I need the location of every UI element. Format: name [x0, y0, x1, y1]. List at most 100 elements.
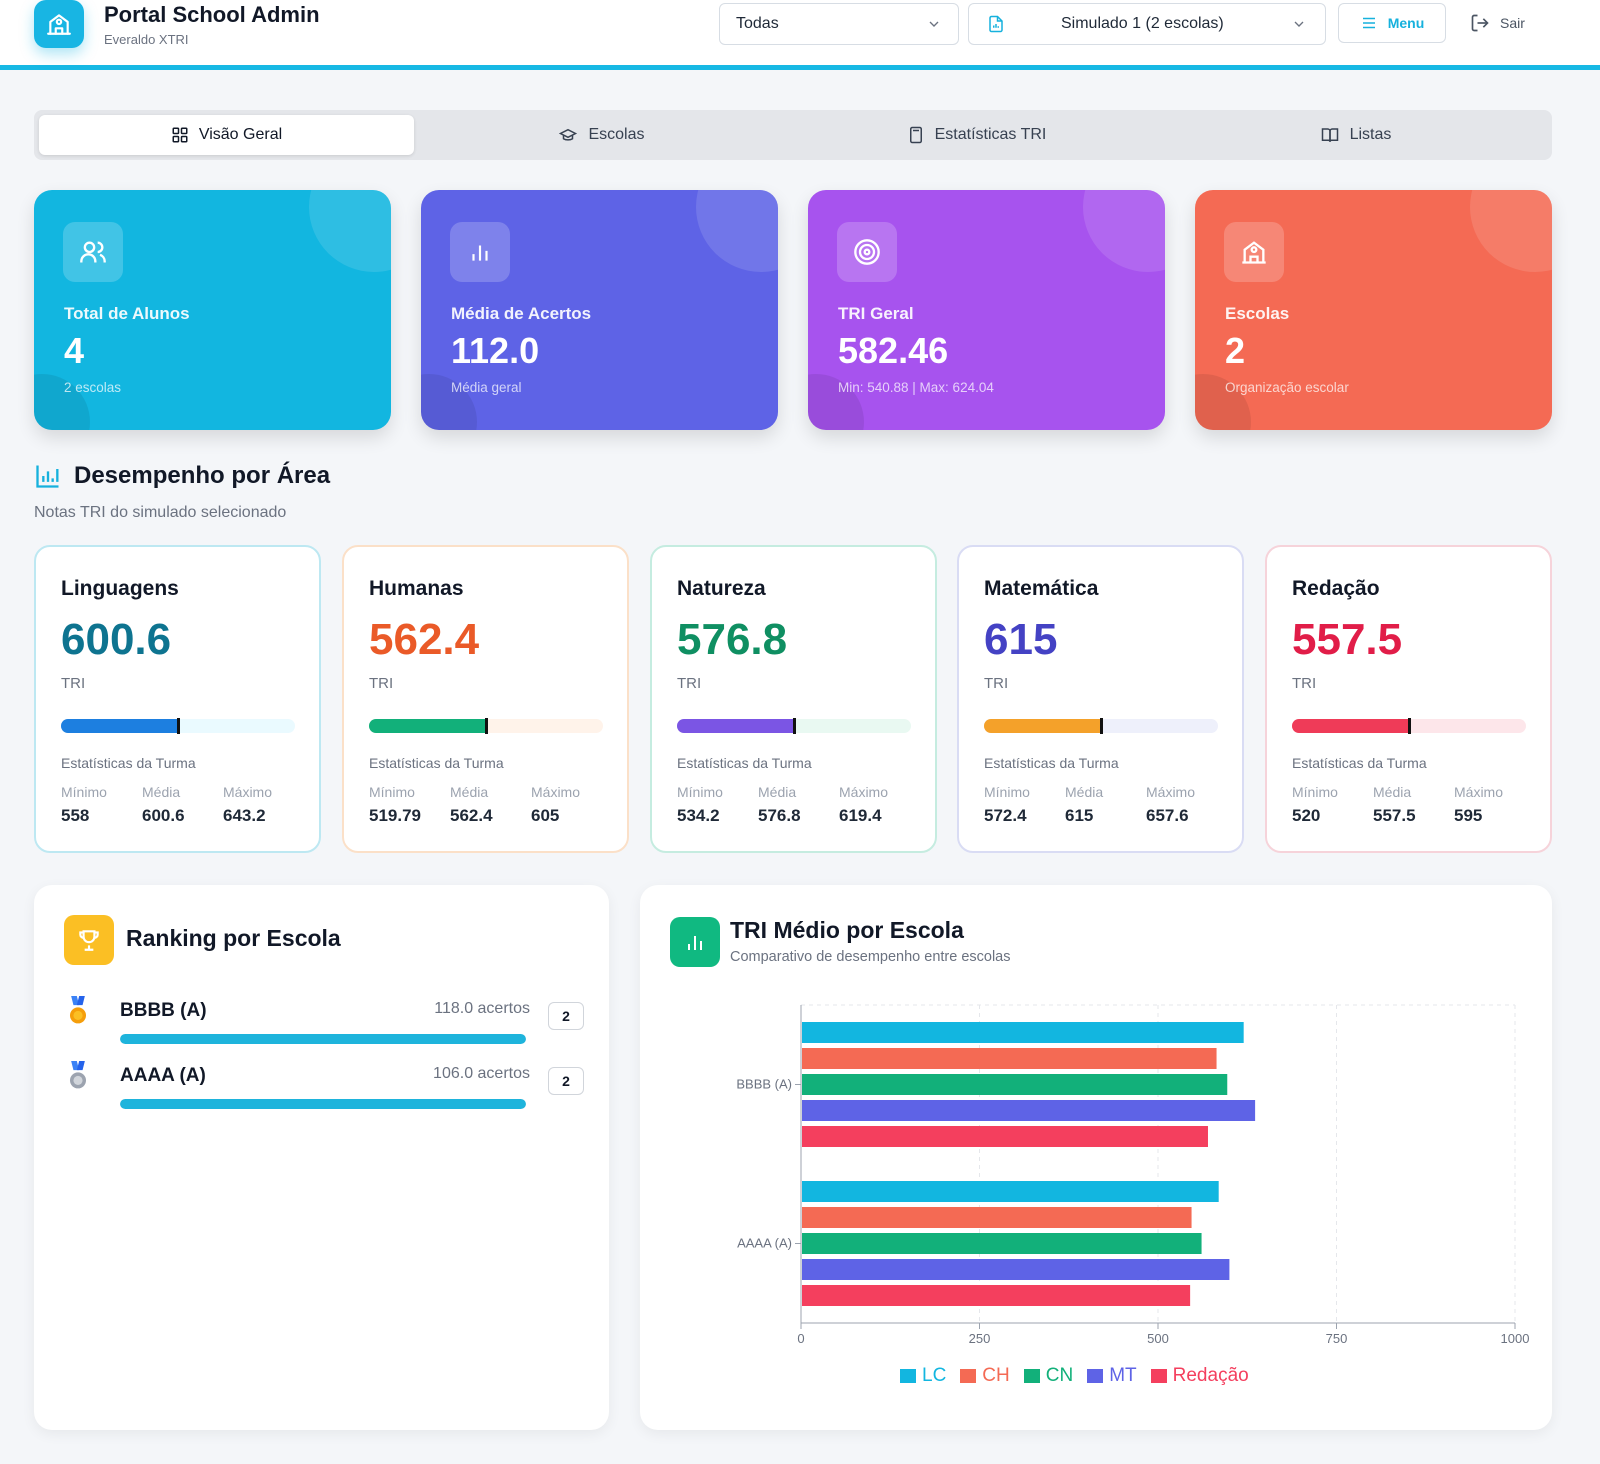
- stat-max: Máximo 657.6: [1146, 784, 1196, 825]
- trophy-icon: [64, 915, 114, 965]
- legend-item[interactable]: CH: [960, 1365, 1010, 1387]
- legend-label: CN: [1045, 1365, 1074, 1386]
- area-unit: TRI: [369, 675, 394, 692]
- stat-min: Mínimo 520: [1292, 784, 1338, 825]
- target-icon: [837, 222, 897, 282]
- stat-max: Máximo 619.4: [839, 784, 889, 825]
- ranking-row[interactable]: BBBB (A) 118.0 acertos 2: [64, 992, 584, 1052]
- tri-bar-chart: 0 250 500 750 1000 BBBB (A) AAAA (A): [736, 1004, 1529, 1346]
- area-card: Natureza 576.8 TRI Estatísticas da Turma Mín…: [650, 545, 937, 853]
- gold-medal-icon: [70, 996, 86, 1024]
- top-header: Portal School Admin Everaldo XTRI Todas …: [0, 0, 1600, 70]
- y-tick-label: BBBB (A): [736, 1077, 792, 1092]
- area-score: 576.8: [677, 615, 788, 664]
- legend-label: LC: [922, 1365, 947, 1386]
- stat-min: Mínimo 519.79: [369, 784, 421, 825]
- bar-cn: [802, 1233, 1202, 1254]
- legend-label: Redação: [1172, 1365, 1249, 1386]
- area-progress-marker: [485, 718, 488, 734]
- ranking-progress-bar: [120, 1034, 526, 1044]
- tab-estatisticas-tri[interactable]: Estatísticas TRI: [789, 115, 1164, 155]
- stat-label: Total de Alunos: [64, 304, 190, 323]
- tab-listas[interactable]: Listas: [1164, 115, 1547, 155]
- area-progress-marker: [177, 718, 180, 734]
- legend-item[interactable]: LC: [900, 1365, 946, 1387]
- stat-card-media-acertos: Média de Acertos 112.0 Média geral: [421, 190, 778, 430]
- tab-escolas[interactable]: Escolas: [414, 115, 789, 155]
- menu-label: Menu: [1387, 15, 1425, 31]
- grid-icon: [172, 127, 188, 143]
- stat-max: Máximo 605: [531, 784, 581, 825]
- tab-visao-geral[interactable]: Visão Geral: [39, 115, 414, 155]
- ranking-row[interactable]: AAAA (A) 106.0 acertos 2: [64, 1057, 584, 1117]
- logout-label: Sair: [1500, 15, 1525, 31]
- bar-cn: [802, 1074, 1228, 1095]
- bar-ch: [802, 1207, 1192, 1228]
- area-name: Linguagens: [61, 577, 179, 600]
- area-card: Redação 557.5 TRI Estatísticas da Turma Míni…: [1265, 545, 1552, 853]
- bar-chart-icon: [670, 917, 720, 967]
- area-score: 562.4: [369, 615, 480, 664]
- app-subtitle: Everaldo XTRI: [104, 32, 189, 47]
- stat-label: Escolas: [1225, 304, 1290, 323]
- area-score: 615: [984, 615, 1058, 664]
- area-unit: TRI: [61, 675, 86, 692]
- logout-button[interactable]: Sair: [1470, 10, 1525, 36]
- users-icon: [63, 222, 123, 282]
- area-unit: TRI: [677, 675, 702, 692]
- legend-item[interactable]: CN: [1023, 1365, 1074, 1387]
- school-filter-select[interactable]: Todas: [719, 3, 959, 45]
- legend-swatch: [1023, 1369, 1040, 1383]
- silver-medal-icon: [70, 1061, 86, 1089]
- bar-lc: [802, 1181, 1219, 1202]
- area-progress-bar: [369, 718, 603, 734]
- bar-chart-icon: [36, 465, 59, 488]
- chart-subtitle: Comparativo de desempenho entre escolas: [730, 949, 1011, 965]
- bar-lc: [802, 1022, 1244, 1043]
- legend-swatch: [1150, 1369, 1167, 1383]
- stat-value: 2: [1225, 330, 1246, 371]
- stat-avg: Média 615: [1065, 784, 1104, 825]
- legend-item[interactable]: MT: [1087, 1365, 1137, 1387]
- app-title: Portal School Admin: [104, 2, 320, 27]
- ranking-panel: Ranking por Escola BBBB (A) 118.0 acerto…: [34, 885, 609, 1430]
- stat-value: 582.46: [838, 330, 949, 371]
- legend-label: CH: [982, 1365, 1010, 1386]
- stat-card-escolas: Escolas 2 Organização escolar: [1195, 190, 1552, 430]
- bar-ch: [802, 1048, 1217, 1069]
- simulado-select[interactable]: Simulado 1 (2 escolas): [968, 3, 1326, 45]
- area-name: Natureza: [677, 577, 766, 600]
- chart-panel: TRI Médio por Escola Comparativo de dese…: [640, 885, 1552, 1430]
- bar-chart-icon: [450, 222, 510, 282]
- stat-avg: Média 600.6: [142, 784, 185, 825]
- student-count-badge: 2: [548, 1067, 584, 1095]
- stat-value: 4: [64, 330, 85, 371]
- menu-button[interactable]: Menu: [1338, 3, 1446, 43]
- area-unit: TRI: [1292, 675, 1317, 692]
- stats-heading: Estatísticas da Turma: [984, 755, 1119, 771]
- section-title-text: Desempenho por Área: [74, 462, 331, 489]
- stat-sub: Média geral: [451, 380, 522, 395]
- document-icon: [989, 15, 1003, 33]
- bar-mt: [802, 1259, 1230, 1280]
- area-unit: TRI: [984, 675, 1009, 692]
- stat-avg: Média 562.4: [450, 784, 493, 825]
- stats-heading: Estatísticas da Turma: [677, 755, 812, 771]
- legend-item[interactable]: Redação: [1150, 1365, 1249, 1387]
- school-name: AAAA (A): [120, 1065, 206, 1086]
- school-logo-icon: [34, 0, 84, 48]
- chevron-down-icon: [929, 21, 939, 27]
- section-title: Desempenho por Área: [34, 462, 330, 490]
- school-filter-value: Todas: [736, 15, 779, 32]
- stat-avg: Média 576.8: [758, 784, 801, 825]
- area-name: Redação: [1292, 577, 1380, 600]
- legend-swatch: [960, 1369, 977, 1383]
- school-icon: [1224, 222, 1284, 282]
- x-tick-label: 250: [969, 1331, 991, 1346]
- area-progress-fill: [1292, 719, 1409, 733]
- school-name: BBBB (A): [120, 1000, 207, 1021]
- stat-value: 112.0: [451, 330, 540, 371]
- chevron-down-icon: [1294, 21, 1304, 27]
- stat-card-total-alunos: Total de Alunos 4 2 escolas: [34, 190, 391, 430]
- ranking-progress-bar: [120, 1099, 526, 1109]
